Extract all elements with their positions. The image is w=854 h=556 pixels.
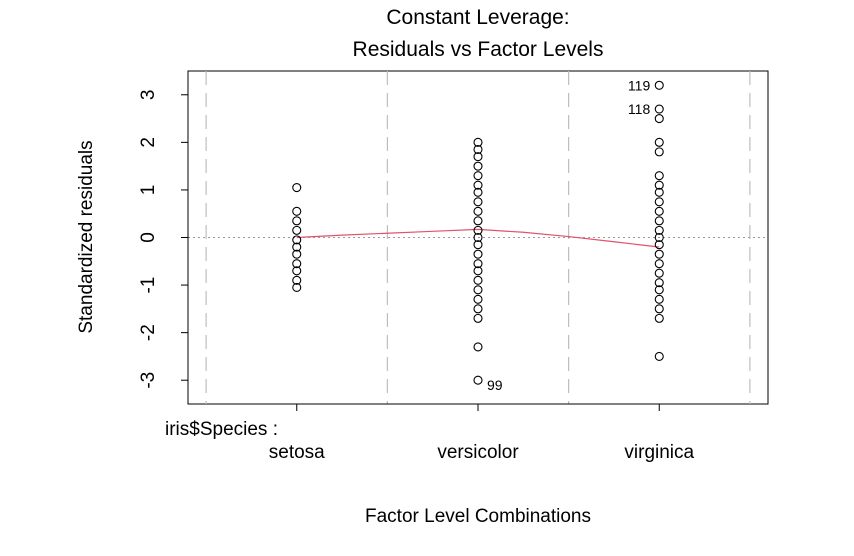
data-point (473, 275, 483, 285)
y-tick-label: -2 (138, 324, 159, 341)
data-point (654, 187, 664, 197)
data-point (292, 183, 302, 193)
data-point (654, 137, 664, 147)
y-axis-label: Standardized residuals (76, 140, 97, 333)
data-point (654, 197, 664, 207)
data-point (654, 147, 664, 157)
data-point (473, 161, 483, 171)
data-points (292, 80, 664, 385)
y-tick-label: -1 (138, 277, 159, 294)
data-point (292, 266, 302, 276)
x-tick-label: virginica (624, 442, 694, 463)
data-point (473, 180, 483, 190)
point-annotation-label: 119 (628, 77, 651, 93)
point-annotation-label: 118 (628, 101, 651, 117)
data-point (473, 171, 483, 181)
data-point (473, 313, 483, 323)
data-point (654, 104, 664, 114)
data-point (654, 294, 664, 304)
data-point (473, 197, 483, 207)
data-point (292, 206, 302, 216)
chart-title: Constant Leverage: (386, 6, 569, 29)
data-point (654, 171, 664, 181)
y-tick-label: -3 (138, 372, 159, 389)
data-point (473, 206, 483, 216)
y-tick-label: 2 (138, 137, 159, 148)
data-point (473, 187, 483, 197)
data-point (473, 225, 483, 235)
data-point (654, 313, 664, 323)
data-point (292, 235, 302, 245)
factor-variable-label: iris$Species : (165, 419, 278, 440)
data-point (292, 275, 302, 285)
data-point (654, 285, 664, 295)
data-point (473, 304, 483, 314)
data-point (473, 152, 483, 162)
chart-subtitle: Residuals vs Factor Levels (353, 38, 604, 61)
point-annotation-label: 99 (487, 377, 503, 393)
data-point (654, 304, 664, 314)
y-tick-label: 0 (138, 232, 159, 243)
data-point (654, 180, 664, 190)
data-point (654, 232, 664, 243)
data-point (292, 249, 302, 259)
data-point (473, 137, 483, 147)
data-point (292, 282, 302, 293)
data-point (473, 249, 483, 259)
data-point (654, 351, 664, 361)
y-tick-label: 1 (138, 185, 159, 196)
data-point (654, 278, 664, 288)
y-tick-label: 3 (138, 89, 159, 100)
data-point (654, 206, 664, 216)
x-tick-label: setosa (269, 442, 325, 463)
data-point (473, 240, 483, 250)
x-tick-label: versicolor (437, 442, 519, 463)
y-axis: -3 -2 -1 0 1 2 3 (138, 89, 189, 389)
data-point (473, 216, 483, 226)
data-point (473, 232, 483, 243)
x-axis-label: Factor Level Combinations (365, 506, 591, 527)
point-annotations: 119 118 99 (487, 77, 650, 393)
data-point (473, 266, 483, 276)
data-point (473, 259, 483, 269)
data-point (473, 375, 483, 385)
data-point (473, 294, 483, 304)
x-axis: setosa versicolor virginica (269, 403, 695, 463)
data-point (292, 259, 302, 269)
smoothed-trend-line (296, 228, 660, 248)
data-point (654, 259, 664, 269)
data-point (654, 80, 664, 90)
data-point (292, 216, 302, 226)
data-point (473, 144, 483, 155)
data-point (473, 342, 483, 352)
data-point (654, 114, 664, 124)
data-point (292, 242, 302, 252)
data-point (654, 240, 664, 250)
data-point (654, 225, 664, 235)
data-point (473, 285, 483, 295)
data-point (292, 225, 302, 235)
data-point (654, 249, 664, 259)
data-point (654, 216, 664, 226)
data-point (654, 268, 664, 278)
